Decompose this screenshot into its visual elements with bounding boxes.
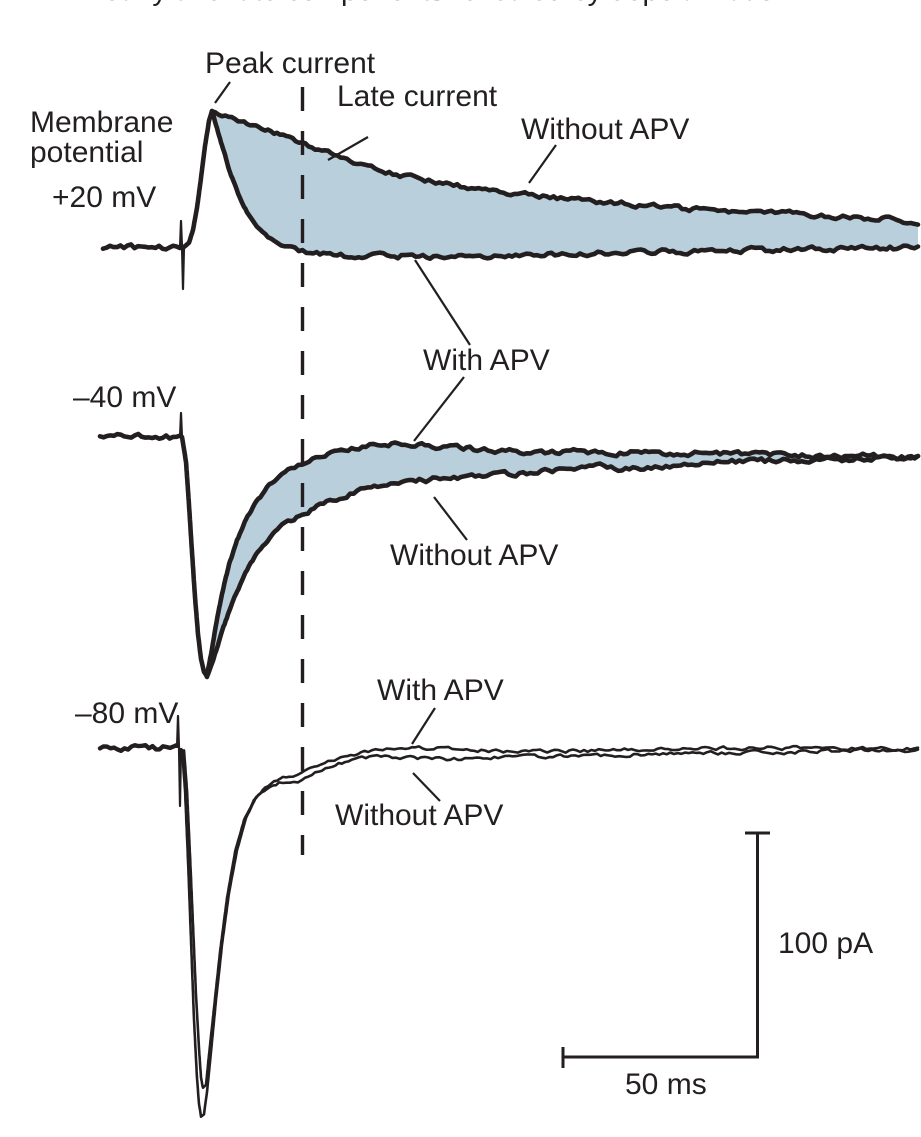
trace-with-apv--40-mv	[204, 440, 921, 677]
with-apv-bottom-label: With APV	[377, 674, 504, 707]
without-apv-middle-label: Without APV	[390, 539, 558, 572]
late-current-label: Late current	[337, 80, 498, 113]
membrane-potential-label-line1: Membrane	[30, 106, 173, 139]
current-traces	[97, 108, 921, 1118]
nmda-current-shaded-area--40-mv	[207, 442, 918, 677]
peak-current-leader-line	[214, 81, 231, 104]
trace-with-apv--80-mv	[182, 744, 920, 1089]
peak-current-label: Peak current	[205, 47, 376, 80]
without-apv-bottom-leader-line	[412, 772, 441, 802]
with-apv-middle-upper-leader-line	[414, 259, 471, 346]
membrane-potential-minus80-label: –80 mV	[75, 697, 178, 730]
leader-lines	[214, 81, 557, 802]
trace-with-apv--20-mv	[209, 108, 921, 261]
time-scale-label: 50 ms	[625, 1068, 707, 1101]
baseline-trace--40-mv	[97, 431, 183, 441]
nmda-current-shaded-area--20-mv	[212, 111, 918, 259]
without-apv-bottom-label: Without APV	[335, 799, 503, 832]
membrane-potential-label-line2: potential	[30, 136, 143, 169]
onset-limb--20-mv	[181, 108, 215, 250]
membrane-potential-plus20-label: +20 mV	[52, 181, 156, 214]
baseline-trace--80-mv	[97, 742, 180, 753]
trace-without-apv--20-mv	[209, 109, 921, 227]
without-apv-top-leader-line	[528, 144, 557, 184]
without-apv-top-label: Without APV	[521, 113, 689, 146]
text-labels: Membrane potential +20 mV –40 mV –80 mV …	[30, 47, 689, 832]
without-apv-middle-leader-line	[433, 496, 468, 541]
membrane-potential-minus40-label: –40 mV	[73, 381, 176, 414]
scale-bars: 100 pA 50 ms	[561, 831, 873, 1101]
current-scale-label: 100 pA	[778, 927, 873, 960]
stimulus-artifact--20-mv	[178, 219, 186, 291]
baseline-trace--20-mv	[100, 242, 183, 252]
stimulus-artifact--80-mv	[175, 714, 183, 808]
nmda-component-shading	[207, 111, 918, 677]
onset-limb--40-mv	[179, 434, 210, 680]
top-caption-fragment: early and late components revealed by de…	[104, 0, 791, 6]
late-current-leader-line	[327, 136, 369, 161]
stimulus-artifact--40-mv	[178, 411, 184, 438]
scale-bar-lines	[561, 831, 770, 1068]
with-apv-middle-label: With APV	[423, 344, 550, 377]
with-apv-bottom-leader-line	[411, 707, 436, 745]
trace-without-apv--40-mv	[204, 453, 921, 679]
with-apv-middle-lower-leader-line	[413, 376, 465, 442]
